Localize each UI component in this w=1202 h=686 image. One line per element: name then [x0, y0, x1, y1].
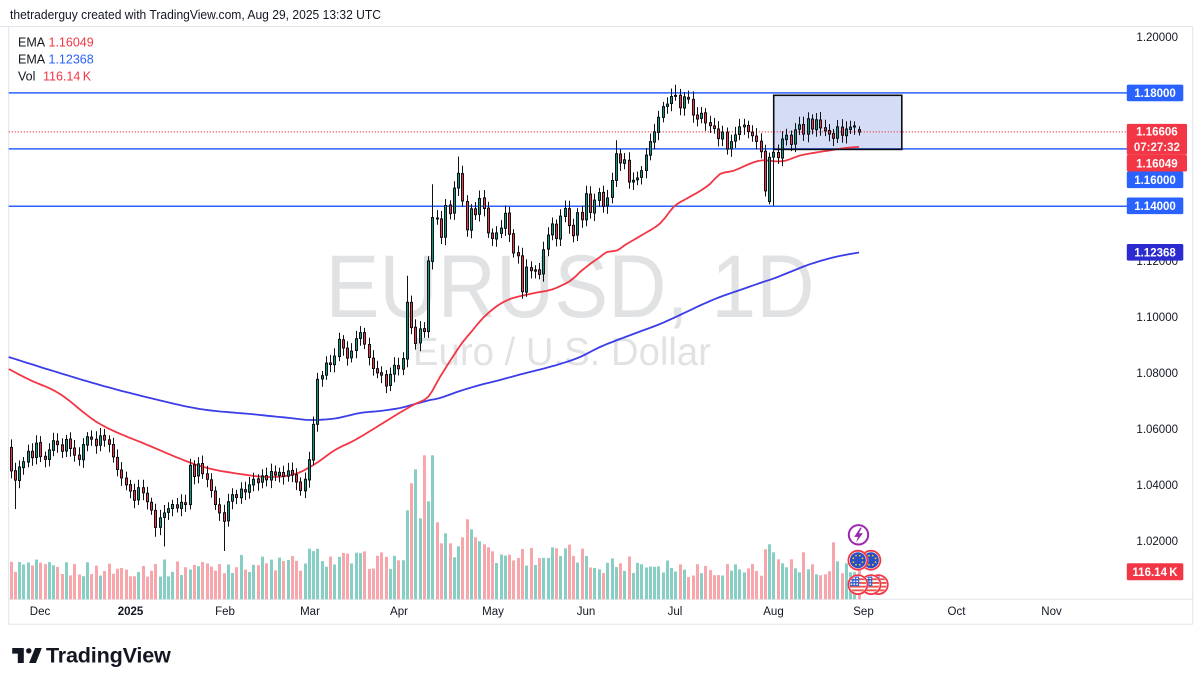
svg-text:EURUSD, 1D: EURUSD, 1D	[326, 236, 815, 336]
svg-text:EMA: EMA	[18, 52, 46, 66]
svg-text:Sep: Sep	[853, 606, 873, 618]
svg-text:1.08000: 1.08000	[1136, 368, 1178, 380]
svg-text:1.06000: 1.06000	[1136, 424, 1178, 436]
svg-text:1.16049: 1.16049	[1136, 158, 1178, 170]
svg-text:1.14000: 1.14000	[1134, 201, 1176, 213]
svg-text:1.04000: 1.04000	[1136, 480, 1178, 492]
svg-text:07:27:32: 07:27:32	[1134, 142, 1180, 154]
svg-text:1.20000: 1.20000	[1136, 32, 1178, 44]
svg-text:Apr: Apr	[390, 606, 408, 618]
svg-text:1.12368: 1.12368	[49, 52, 94, 66]
svg-text:Oct: Oct	[948, 606, 967, 618]
svg-text:116.14 K: 116.14 K	[43, 69, 92, 83]
svg-text:Dec: Dec	[30, 606, 51, 618]
svg-text:Nov: Nov	[1041, 606, 1062, 618]
svg-text:thetraderguy created with Trad: thetraderguy created with TradingView.co…	[10, 8, 381, 22]
svg-text:May: May	[482, 606, 504, 618]
svg-text:Jun: Jun	[577, 606, 596, 618]
svg-text:1.10000: 1.10000	[1136, 312, 1178, 324]
svg-text:1.18000: 1.18000	[1134, 88, 1176, 100]
svg-text:1.16049: 1.16049	[49, 35, 94, 49]
svg-text:TradingView: TradingView	[46, 643, 171, 668]
svg-text:EMA: EMA	[18, 35, 46, 49]
svg-text:Aug: Aug	[763, 606, 783, 618]
svg-text:116.14 K: 116.14 K	[1132, 567, 1178, 579]
svg-text:1.16000: 1.16000	[1134, 175, 1176, 187]
svg-text:1.16606: 1.16606	[1136, 127, 1178, 139]
svg-text:1.02000: 1.02000	[1136, 536, 1178, 548]
svg-text:Euro / U.S. Dollar: Euro / U.S. Dollar	[413, 331, 711, 374]
svg-text:1.12368: 1.12368	[1134, 247, 1176, 259]
svg-text:Feb: Feb	[215, 606, 235, 618]
svg-text:Mar: Mar	[300, 606, 320, 618]
svg-text:Jul: Jul	[668, 606, 683, 618]
svg-text:Vol: Vol	[18, 69, 35, 83]
svg-text:2025: 2025	[118, 606, 144, 618]
